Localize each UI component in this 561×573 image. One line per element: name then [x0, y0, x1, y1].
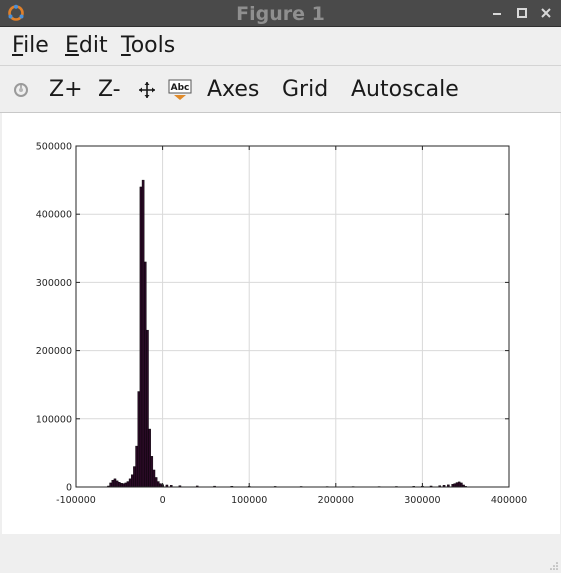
- x-tick-label: 0: [160, 495, 166, 506]
- histogram-bar: [120, 483, 123, 488]
- histogram-bar: [124, 482, 128, 488]
- y-tick-label: 0: [66, 483, 72, 494]
- histogram-bar: [159, 483, 162, 488]
- histogram-bar: [111, 479, 115, 488]
- title-bar: Figure 1: [0, 0, 561, 27]
- histogram-bar: [137, 391, 141, 488]
- menu-edit-mnemonic: E: [65, 33, 79, 58]
- x-tick-label: -100000: [56, 495, 96, 506]
- histogram-bar: [113, 478, 117, 488]
- menu-file-mnemonic: F: [12, 33, 24, 58]
- grid-button[interactable]: Grid: [282, 77, 329, 102]
- histogram-bar: [139, 186, 143, 488]
- histogram-bar: [128, 478, 132, 488]
- close-button[interactable]: [537, 4, 555, 22]
- histogram-bar: [131, 474, 134, 488]
- text-icon-glyph: Abc: [171, 83, 190, 93]
- histogram-bar: [122, 483, 125, 488]
- menu-file-label: ile: [23, 33, 49, 58]
- minimize-button[interactable]: [488, 4, 506, 22]
- zoom-out-button[interactable]: Z-: [98, 77, 121, 102]
- menu-tools-label: ools: [130, 33, 176, 58]
- toolbar: Z+ Z- Abc Axes Grid Autoscale: [0, 65, 561, 113]
- histogram-bar: [148, 428, 151, 488]
- menu-tools[interactable]: Tools: [121, 33, 175, 59]
- menu-edit[interactable]: Edit: [65, 33, 108, 59]
- rotate-icon[interactable]: [13, 82, 29, 98]
- close-icon: [541, 8, 551, 18]
- figure-canvas[interactable]: -100000 0 100000 200000 300000 400000 0 100000…: [2, 113, 560, 534]
- status-bar: [0, 534, 561, 573]
- histogram-bar: [141, 179, 145, 488]
- histogram-bar: [135, 445, 138, 488]
- menu-bar: File Edit Tools: [0, 27, 561, 65]
- histogram-bar: [150, 456, 154, 488]
- y-tick-label: 300000: [36, 278, 72, 289]
- histogram-bar: [453, 483, 457, 488]
- axis-ticks: [75, 145, 510, 488]
- axes-button[interactable]: Axes: [207, 77, 260, 102]
- histogram-bar: [156, 481, 160, 488]
- histogram-bar: [133, 466, 136, 488]
- zoom-in-button[interactable]: Z+: [49, 77, 83, 102]
- histogram-bar: [115, 480, 119, 488]
- x-tick-label: 100000: [231, 495, 267, 506]
- y-tick-label: 100000: [36, 414, 72, 425]
- autoscale-button[interactable]: Autoscale: [351, 77, 459, 102]
- histogram-bar: [457, 481, 461, 488]
- histogram-bar: [154, 477, 158, 488]
- histogram-bar: [143, 261, 147, 488]
- histogram-bar: [146, 329, 149, 488]
- menu-tools-mnemonic: T: [121, 33, 131, 58]
- menu-file[interactable]: File: [12, 33, 49, 59]
- y-tick-labels: 0 100000 200000 300000 400000 500000: [36, 142, 72, 494]
- minimize-icon: [493, 13, 501, 15]
- y-tick-label: 200000: [36, 346, 72, 357]
- y-tick-label: 500000: [36, 142, 72, 153]
- text-annotation-icon[interactable]: Abc: [168, 79, 192, 101]
- histogram-bar: [109, 482, 112, 488]
- histogram-bar: [460, 482, 463, 488]
- pan-icon[interactable]: [138, 81, 156, 99]
- histogram-bar: [152, 469, 156, 488]
- x-tick-label: 200000: [318, 495, 354, 506]
- resize-grip-icon[interactable]: [549, 561, 559, 571]
- y-tick-label: 400000: [36, 210, 72, 221]
- histogram-bar: [126, 481, 130, 488]
- histogram-bar: [455, 482, 459, 488]
- maximize-button[interactable]: [513, 4, 531, 22]
- x-tick-labels: -100000 0 100000 200000 300000 400000: [56, 495, 527, 506]
- maximize-icon: [517, 8, 527, 18]
- axes-box: [75, 145, 510, 488]
- histogram-bar: [118, 482, 121, 488]
- x-tick-label: 300000: [404, 495, 440, 506]
- window-title: Figure 1: [236, 3, 325, 25]
- x-tick-label: 400000: [491, 495, 527, 506]
- histogram-plot[interactable]: -100000 0 100000 200000 300000 400000 0100000…: [2, 113, 560, 534]
- histogram-bars: [107, 179, 467, 488]
- octave-app-icon: [8, 4, 24, 21]
- menu-edit-label: dit: [78, 33, 108, 58]
